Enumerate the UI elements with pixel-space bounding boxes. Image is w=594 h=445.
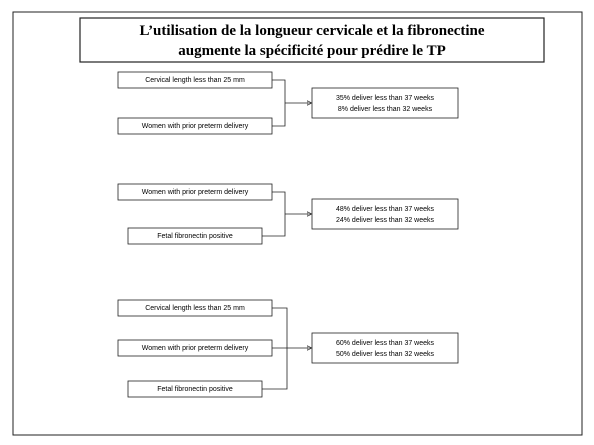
factor: Cervical length less than 25 mm	[145, 77, 245, 84]
result: 60% deliver less than 37 weeks	[336, 340, 435, 347]
factor: Women with prior preterm delivery	[142, 345, 249, 352]
group: Cervical length less than 25 mm Women wi…	[117, 299, 459, 398]
title-box	[79, 17, 545, 63]
result: 8% deliver less than 32 weeks	[338, 106, 433, 113]
result-box	[311, 332, 459, 364]
result-box	[311, 87, 459, 119]
group: Women with prior preterm delivery Fetal …	[117, 183, 459, 245]
result: 48% deliver less than 37 weeks	[336, 206, 435, 213]
group: Cervical length less than 25 mm Women wi…	[117, 71, 459, 135]
connector	[262, 307, 288, 390]
factor: Women with prior preterm delivery	[142, 123, 249, 130]
factor: Women with prior preterm delivery	[142, 189, 249, 196]
result: 24% deliver less than 32 weeks	[336, 217, 435, 224]
result: 35% deliver less than 37 weeks	[336, 95, 435, 102]
factor: Fetal fibronectin positive	[157, 233, 233, 240]
result: 50% deliver less than 32 weeks	[336, 351, 435, 358]
result-box	[311, 198, 459, 230]
title-line: augmente la spécificité pour prédire le …	[178, 43, 445, 59]
title-line: L’utilisation de la longueur cervicale e…	[139, 23, 484, 39]
factor: Cervical length less than 25 mm	[145, 305, 245, 312]
slide-border	[12, 11, 583, 436]
factor: Fetal fibronectin positive	[157, 386, 233, 393]
